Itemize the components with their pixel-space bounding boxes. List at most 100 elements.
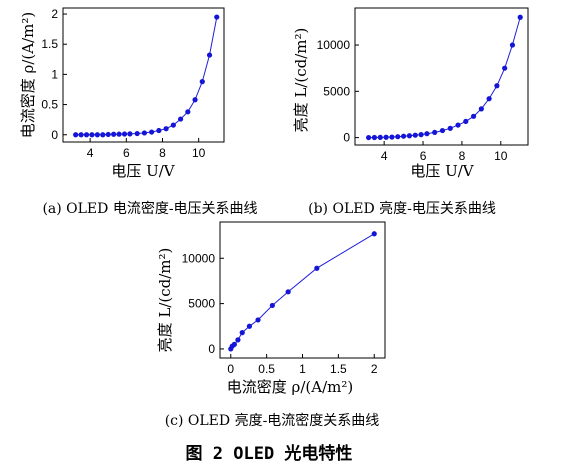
panel-b-data-point: [502, 65, 508, 71]
panel-a-data-point: [185, 109, 191, 115]
panel-c-y-tick-label: 0: [208, 342, 215, 356]
panel-a-data-point: [111, 131, 117, 137]
panel-a-y-tick-label: 0: [51, 128, 58, 142]
panel-a-x-tick-label: 8: [159, 146, 166, 160]
panel-a-y-axis-title: 电流密度 ρ/(A/m²): [19, 12, 37, 138]
panel-c-data-point: [285, 289, 291, 295]
panel-c-data-point: [255, 317, 261, 323]
panel-a-data-point: [73, 132, 79, 138]
panel-c-luminance-vs-current-density: 0 0.5 1 1.5 2 0 5000 10000 电流密度 ρ/(A/m²) 亮度 L/(…: [156, 221, 386, 396]
panel-a-data-point: [89, 132, 95, 138]
panel-b-data-point: [494, 83, 500, 89]
panel-b-x-tick-label: 8: [459, 149, 466, 163]
panel-b-x-tick-label: 4: [381, 149, 388, 163]
panel-c-series-line: [230, 233, 375, 350]
panel-a-data-point: [149, 129, 155, 135]
panel-b-data-point: [455, 122, 461, 128]
panel-b-data-point: [447, 125, 453, 131]
panel-c-data-point: [371, 231, 377, 237]
panel-c-x-tick-label: 0: [227, 362, 234, 376]
panel-c-data-point: [246, 323, 253, 329]
panel-a-data-point: [163, 126, 169, 132]
panel-a-series-line: [75, 17, 218, 136]
panel-c-data-point: [314, 265, 320, 271]
panel-a-data-point: [100, 132, 106, 138]
panel-a-data-point: [78, 132, 84, 138]
panel-b-data-point: [406, 133, 413, 139]
panel-b-data-point: [509, 42, 516, 48]
panel-a-data-point: [116, 131, 122, 137]
panel-a-ticks: 4 6 8 10 0 0.5 1 1.5 2: [41, 7, 205, 160]
panel-c-caption: (c) OLED 亮度-电流密度关系曲线: [165, 412, 380, 429]
panel-c-x-tick-label: 2: [371, 362, 378, 376]
panel-b-y-axis-title: 亮度 L/(cd/m²): [292, 28, 310, 133]
panel-a-data-point: [121, 131, 128, 137]
panel-a-x-axis-title: 电压 U/V: [111, 162, 175, 180]
panel-a-data-point: [105, 131, 111, 138]
panel-b-data-point: [470, 113, 477, 119]
panel-c-y-tick-label: 5000: [188, 297, 215, 311]
panel-a-x-tick-label: 4: [87, 146, 94, 160]
panel-a-data-point: [127, 131, 133, 137]
panel-b-data-point: [486, 96, 492, 102]
panel-b-data-point: [463, 118, 469, 124]
panel-b-series-line: [368, 17, 521, 139]
panel-c-x-tick-label: 1.5: [330, 362, 347, 376]
panel-b-x-tick-label: 6: [420, 149, 427, 163]
panel-a-data-point: [134, 130, 140, 137]
panel-a-data-point: [94, 132, 100, 138]
panel-a-data-point: [170, 122, 176, 128]
panel-b-data-point: [412, 132, 418, 138]
panel-c-data-point: [239, 330, 245, 336]
panel-b-data-point: [366, 134, 372, 141]
figure-title: 图 2 OLED 光电特性: [186, 443, 353, 464]
panel-b-data-point: [439, 127, 446, 134]
panel-a-data-point: [199, 79, 205, 85]
panel-b-luminance-vs-voltage: 4 6 8 10 0 5000 10000 电压 U/V 亮度 L/(cd/m²): [292, 7, 529, 180]
panel-a-data-point: [192, 97, 198, 103]
panel-a-data-point: [214, 14, 220, 20]
panel-b-y-tick-label: 10000: [317, 38, 351, 52]
panel-c-x-tick-label: 0.5: [258, 362, 275, 376]
panel-b-data-point: [395, 134, 401, 140]
panel-a-data-point: [83, 132, 90, 138]
panel-b-data-point: [371, 134, 378, 141]
panel-b-series: [366, 14, 523, 141]
panel-a-current-density-vs-voltage: 4 6 8 10 0 0.5 1 1.5 2 电压 U/V 电流密度 ρ/(A/m²): [19, 7, 225, 180]
panel-b-data-point: [424, 131, 430, 137]
panel-c-y-tick-label: 10000: [182, 251, 216, 265]
panel-b-axes-frame: [354, 7, 529, 146]
panel-c-data-point: [269, 302, 275, 309]
panel-c-x-tick-label: 1: [299, 362, 306, 376]
panel-c-data-point: [231, 341, 237, 347]
panel-c-series: [228, 231, 377, 352]
panel-a-y-tick-label: 1.5: [41, 37, 58, 51]
panel-b-ticks: 4 6 8 10 0 5000 10000: [317, 38, 508, 163]
panel-b-data-point: [400, 133, 407, 139]
panel-a-data-point: [141, 130, 148, 136]
panel-a-series: [73, 14, 220, 138]
panel-a-data-point: [177, 116, 184, 122]
panel-b-data-point: [377, 134, 383, 141]
panel-a-y-tick-label: 0.5: [41, 98, 58, 112]
panel-c-data-point: [235, 337, 241, 343]
panel-a-x-tick-label: 6: [123, 146, 130, 160]
panel-c-x-axis-title: 电流密度 ρ/(A/m²): [227, 378, 353, 396]
panel-a-data-point: [206, 52, 213, 58]
panel-b-data-point: [418, 132, 424, 138]
panel-b-x-tick-label: 10: [494, 149, 508, 163]
panel-b-caption: (b) OLED 亮度-电压关系曲线: [308, 200, 496, 217]
panel-c-ticks: 0 0.5 1 1.5 2 0 5000 10000: [182, 251, 378, 376]
panel-a-x-tick-label: 10: [192, 146, 206, 160]
panel-b-data-point: [517, 14, 523, 20]
panel-b-data-point: [383, 134, 389, 140]
panel-b-data-point: [432, 129, 438, 136]
panel-a-data-point: [156, 127, 162, 134]
panel-b-data-point: [389, 134, 395, 140]
panel-b-y-tick-label: 5000: [323, 84, 350, 98]
panel-a-y-tick-label: 1: [51, 67, 58, 81]
panel-a-axes-frame: [62, 7, 225, 143]
panel-b-data-point: [478, 106, 484, 112]
panel-c-y-axis-title: 亮度 L/(cd/m²): [156, 248, 174, 353]
